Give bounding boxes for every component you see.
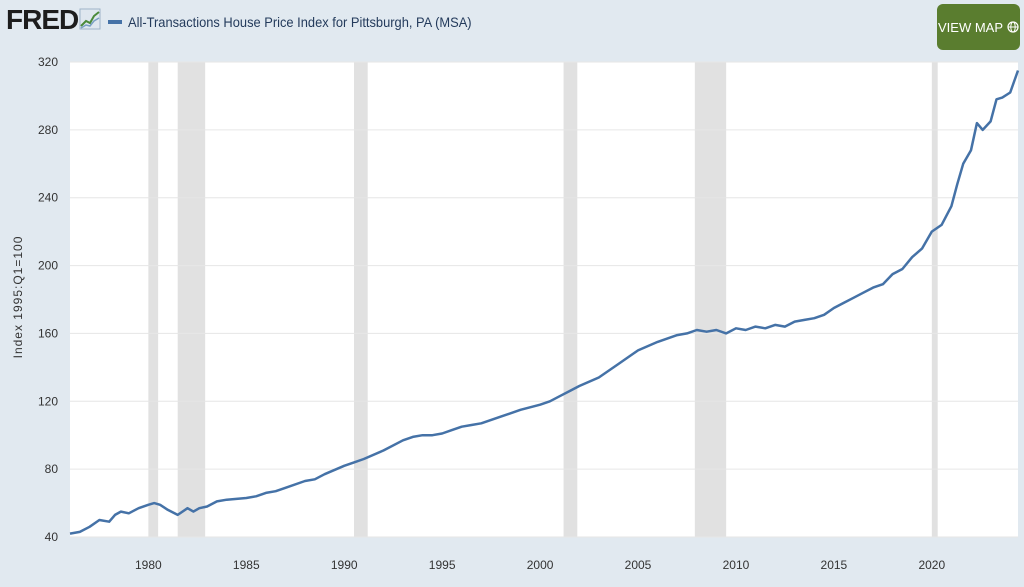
recession-band-2: [354, 62, 368, 537]
x-tick-2010: 2010: [723, 558, 750, 572]
recession-band-4: [694, 62, 727, 537]
y-tick-120: 120: [38, 394, 58, 408]
header: FRED All-Transactions House Price Index …: [0, 0, 1024, 56]
y-tick-160: 160: [38, 326, 58, 340]
y-tick-240: 240: [38, 191, 58, 205]
recession-bands: [148, 62, 938, 537]
x-tick-2015: 2015: [821, 558, 848, 572]
chart-trend-icon: [79, 8, 101, 30]
y-tick-80: 80: [45, 462, 59, 476]
series-lines: [69, 70, 1020, 535]
y-tick-320: 320: [38, 55, 58, 69]
recession-band-0: [148, 62, 159, 537]
x-tick-2020: 2020: [918, 558, 945, 572]
view-map-button[interactable]: VIEW MAP: [937, 4, 1020, 50]
x-tick-labels: 1980 1985 1990 1995 2000 2005 2010 2015 2020: [135, 558, 945, 572]
fred-logo[interactable]: FRED: [6, 4, 79, 35]
plot-area: [70, 62, 1018, 537]
x-tick-2005: 2005: [625, 558, 652, 572]
legend-swatch: [108, 20, 122, 24]
globe-icon: [1007, 21, 1019, 33]
x-tick-1995: 1995: [429, 558, 456, 572]
y-tick-280: 280: [38, 123, 58, 137]
y-tick-200: 200: [38, 259, 58, 273]
x-tick-2000: 2000: [527, 558, 554, 572]
recession-band-5: [931, 62, 938, 537]
view-map-label: VIEW MAP: [937, 19, 1003, 35]
x-tick-1985: 1985: [233, 558, 260, 572]
x-tick-1990: 1990: [331, 558, 358, 572]
series-line-0[interactable]: [69, 70, 1020, 535]
recession-band-3: [563, 62, 578, 537]
y-tick-40: 40: [45, 530, 59, 544]
y-tick-labels: 40 80 120 160 200 240 280 320: [38, 55, 58, 544]
grid-lines: [70, 61, 1018, 538]
chart-legend: All-Transactions House Price Index for P…: [108, 14, 501, 30]
x-tick-1980: 1980: [135, 558, 162, 572]
legend-label[interactable]: All-Transactions House Price Index for P…: [128, 14, 472, 30]
recession-band-1: [177, 62, 206, 537]
